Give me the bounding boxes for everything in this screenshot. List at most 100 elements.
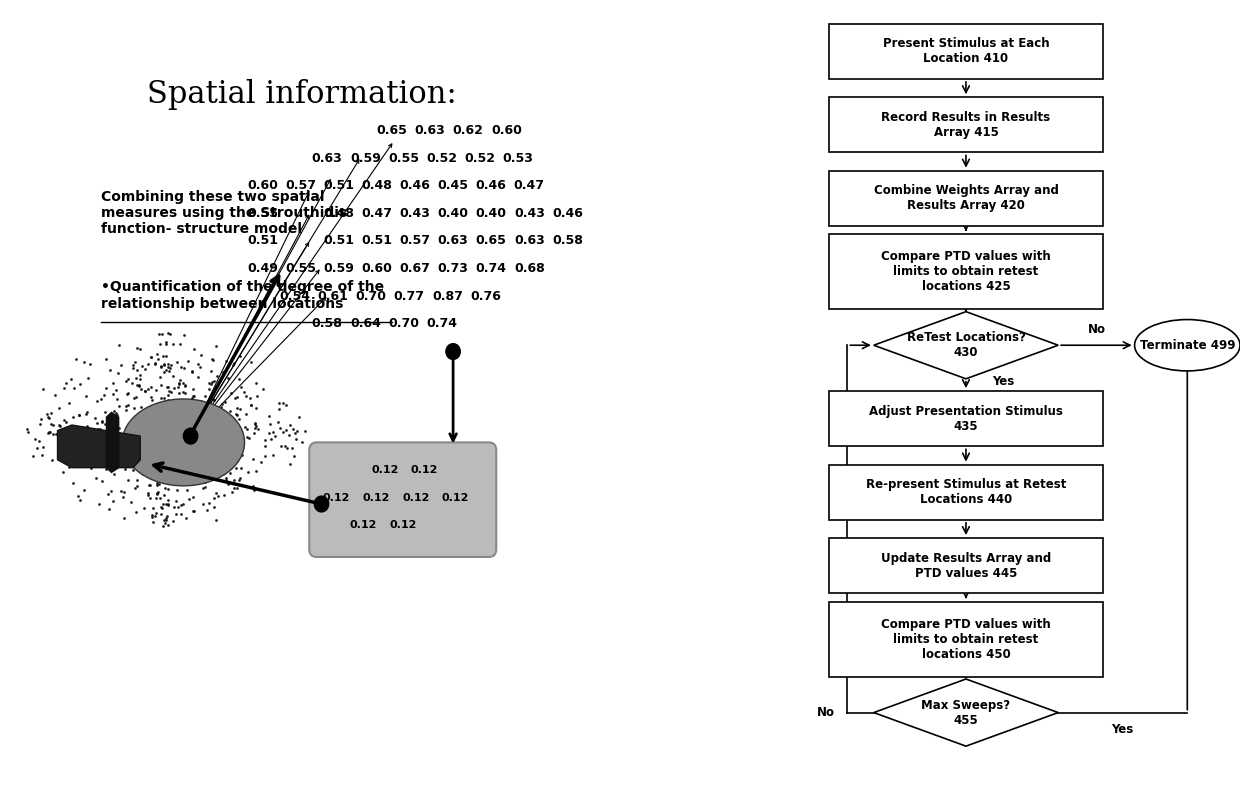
Point — [136, 440, 156, 453]
Ellipse shape — [123, 399, 244, 486]
Point — [170, 408, 190, 420]
Point — [182, 393, 202, 405]
Point — [219, 467, 239, 480]
Point — [203, 440, 223, 453]
Point — [155, 482, 175, 495]
Point — [103, 453, 123, 466]
Point — [141, 401, 161, 413]
Point — [74, 425, 94, 438]
Point — [87, 417, 107, 430]
Point — [159, 464, 179, 476]
Text: 0.12: 0.12 — [402, 493, 429, 502]
Point — [149, 419, 169, 432]
Point — [215, 466, 234, 479]
Point — [122, 459, 141, 472]
Point — [268, 416, 288, 429]
Point — [145, 357, 165, 370]
Point — [123, 463, 143, 476]
Point — [123, 430, 143, 442]
Point — [95, 406, 115, 419]
Text: 0.46: 0.46 — [552, 207, 583, 220]
Point — [206, 339, 226, 352]
Point — [104, 404, 124, 417]
Point — [151, 360, 171, 373]
Point — [186, 461, 206, 473]
Point — [159, 498, 179, 510]
Point — [217, 472, 237, 484]
Point — [277, 442, 296, 454]
Text: 0.64: 0.64 — [350, 318, 381, 330]
Point — [280, 419, 300, 431]
Point — [123, 429, 143, 442]
Point — [105, 431, 125, 443]
Point — [100, 447, 120, 460]
Point — [97, 382, 117, 394]
Point — [118, 387, 138, 400]
Point — [94, 418, 114, 431]
Point — [139, 357, 159, 370]
Point — [159, 419, 179, 431]
Point — [156, 514, 176, 526]
FancyBboxPatch shape — [309, 442, 496, 557]
Point — [135, 384, 155, 397]
Point — [219, 404, 239, 417]
Point — [179, 440, 198, 453]
Point — [192, 442, 212, 454]
Point — [155, 416, 175, 429]
Point — [174, 362, 193, 374]
Point — [156, 364, 176, 377]
Point — [222, 352, 242, 364]
Point — [171, 401, 191, 414]
Text: 0.12: 0.12 — [322, 493, 350, 502]
Point — [159, 465, 179, 477]
Point — [150, 446, 170, 459]
Point — [182, 364, 202, 377]
Point — [139, 403, 159, 416]
Text: 0.67: 0.67 — [399, 262, 430, 275]
Point — [123, 377, 143, 389]
Point — [203, 354, 223, 367]
Point — [210, 457, 229, 469]
Point — [162, 417, 182, 430]
Point — [221, 423, 241, 436]
Point — [175, 329, 195, 341]
Point — [146, 348, 166, 360]
Point — [144, 437, 164, 450]
Point — [255, 450, 275, 462]
Point — [141, 472, 161, 484]
Text: 0.60: 0.60 — [361, 262, 392, 275]
Point — [196, 439, 216, 452]
Point — [196, 408, 216, 420]
Point — [140, 390, 160, 403]
Point — [32, 448, 52, 461]
Point — [205, 463, 224, 476]
Text: Compare PTD values with
limits to obtain retest
locations 425: Compare PTD values with limits to obtain… — [882, 250, 1050, 293]
Point — [77, 405, 97, 418]
Point — [157, 358, 177, 371]
Point — [227, 390, 247, 403]
Point — [40, 412, 60, 424]
Point — [138, 383, 157, 396]
Point — [222, 485, 242, 498]
Point — [198, 441, 218, 453]
Point — [60, 397, 79, 409]
Point — [169, 445, 188, 457]
Point — [259, 427, 279, 439]
Text: 0.48: 0.48 — [361, 179, 392, 192]
Text: 0.60: 0.60 — [491, 124, 522, 137]
Point — [149, 328, 169, 340]
Point — [114, 455, 134, 468]
Point — [182, 438, 202, 450]
Point — [289, 411, 309, 423]
Point — [217, 355, 237, 367]
Point — [141, 431, 161, 444]
Point — [89, 498, 109, 510]
Text: 0.46: 0.46 — [399, 179, 430, 192]
Point — [141, 433, 161, 446]
Point — [43, 419, 63, 431]
Point — [114, 463, 134, 476]
Point — [103, 387, 123, 400]
Point — [200, 496, 219, 509]
Point — [157, 429, 177, 442]
Point — [167, 381, 187, 393]
